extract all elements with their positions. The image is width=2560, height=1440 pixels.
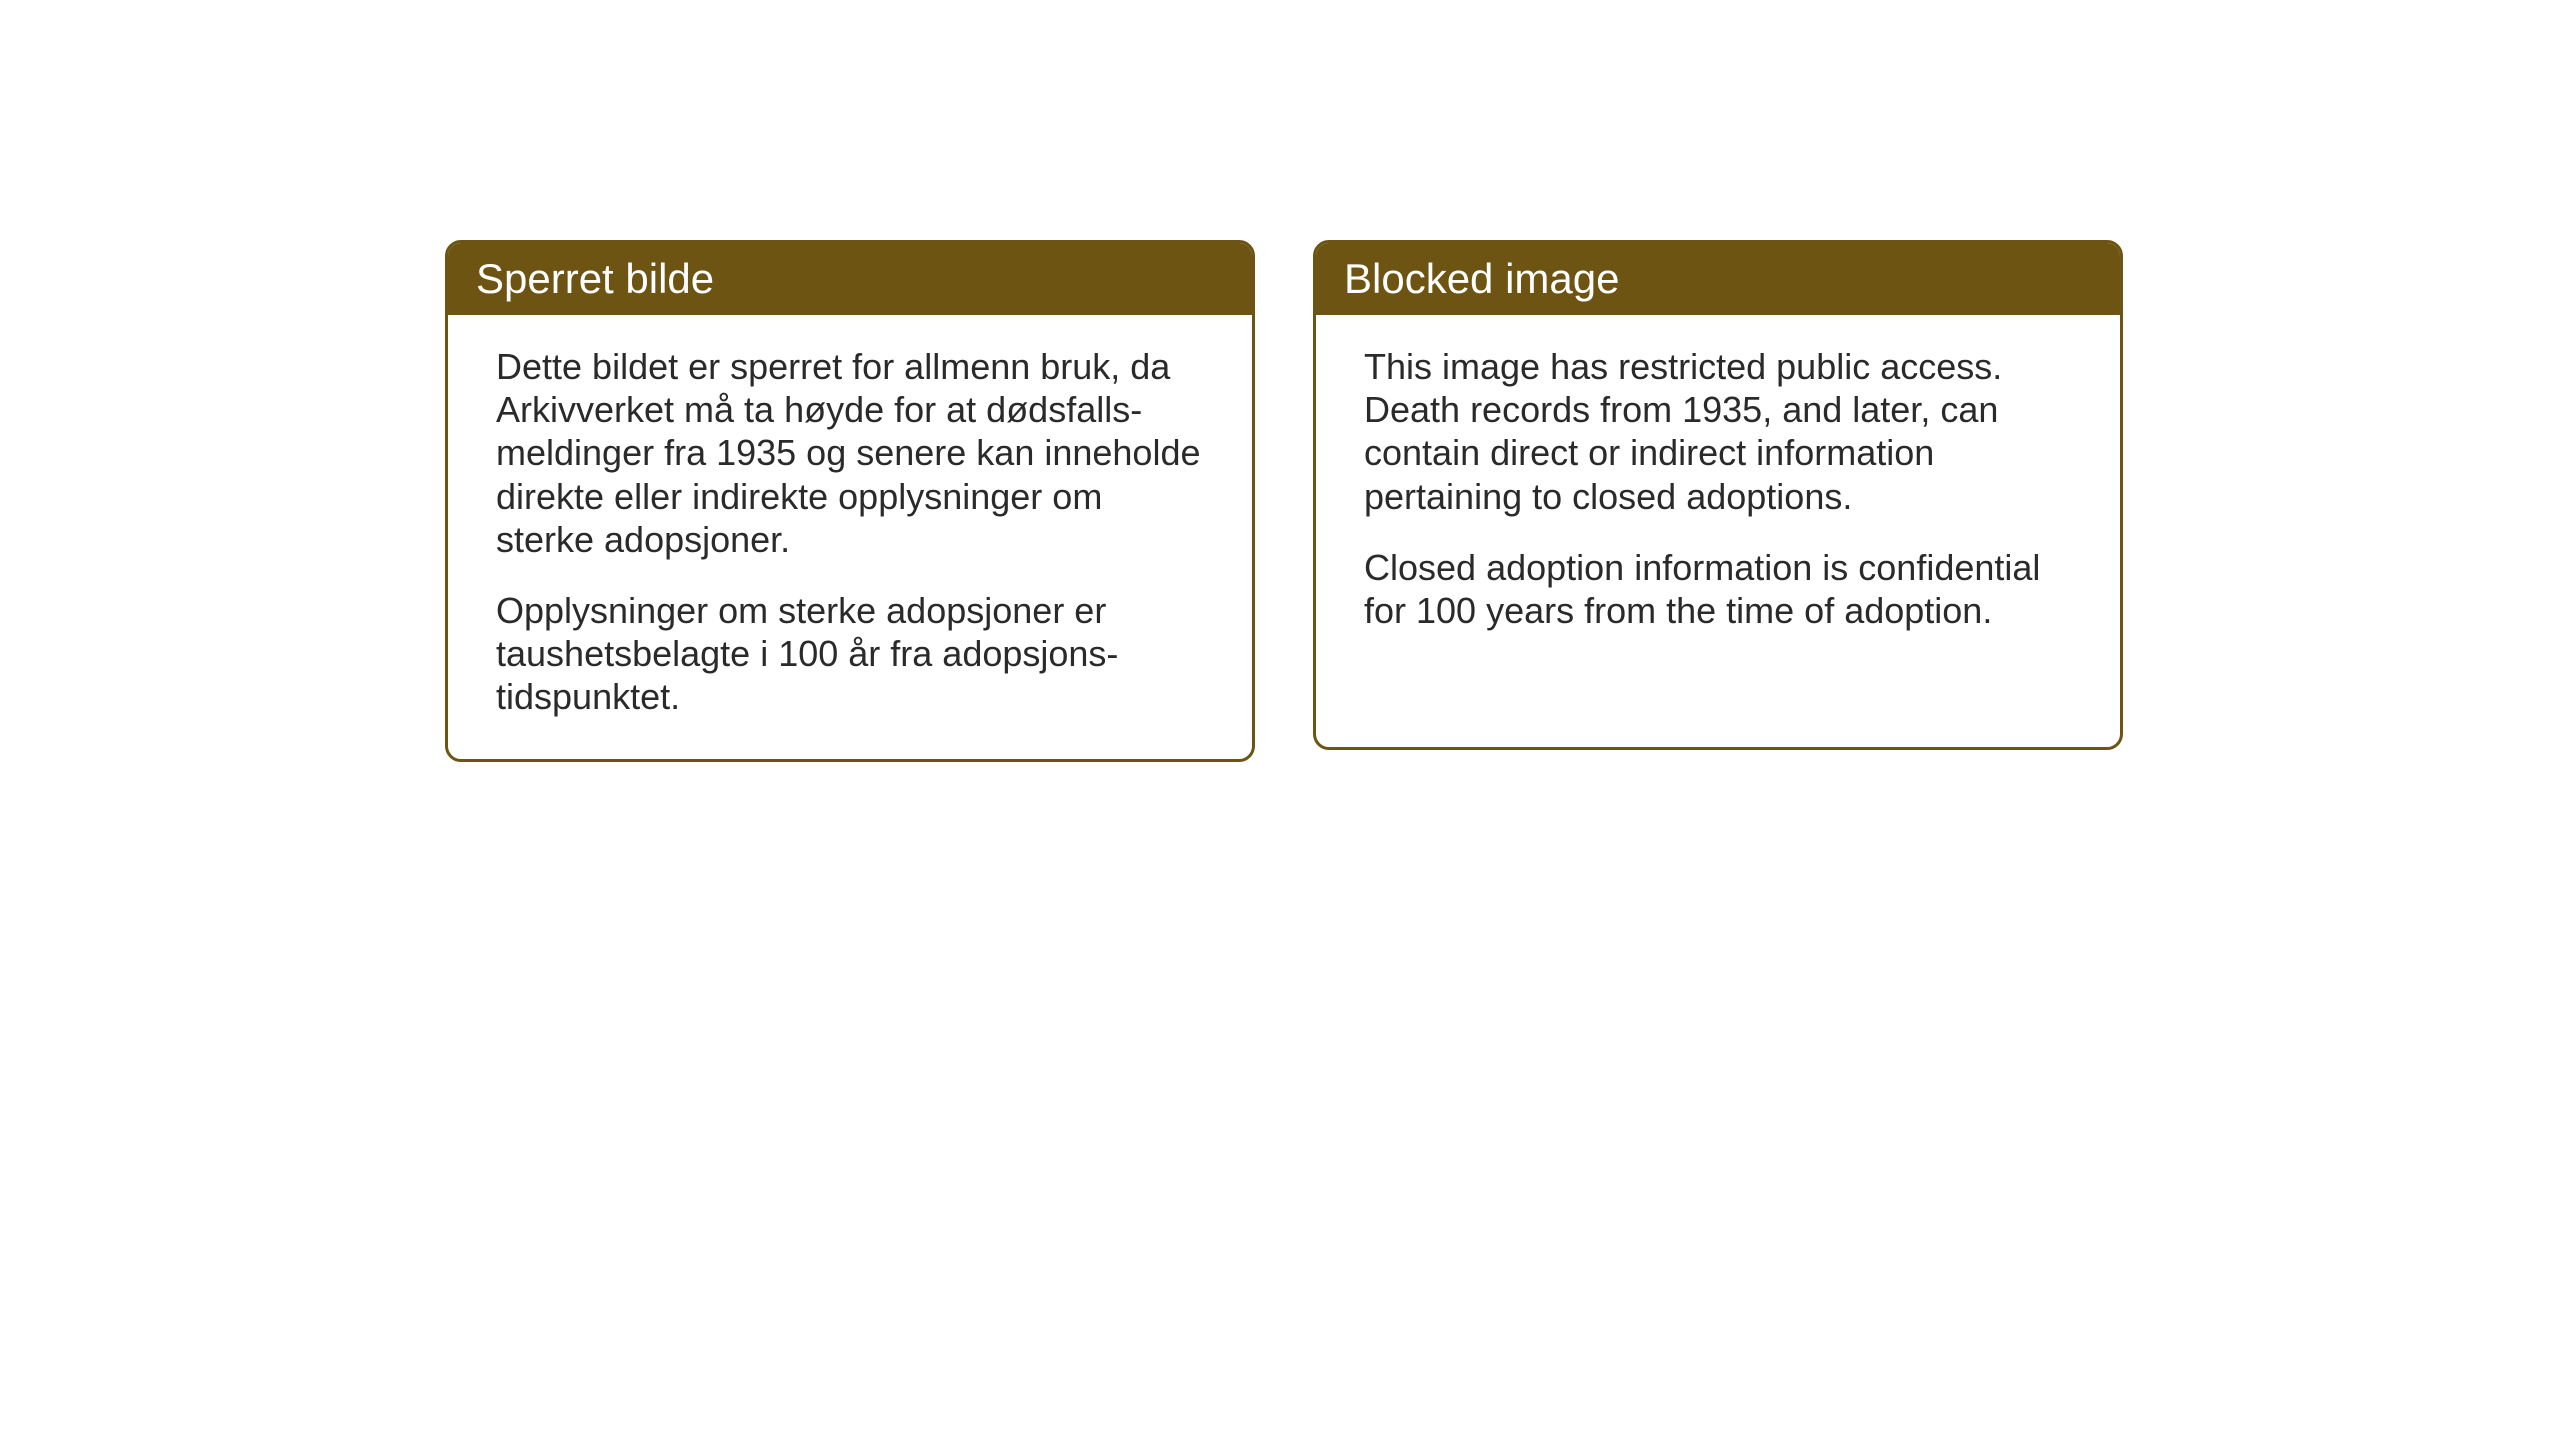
card-title-english: Blocked image <box>1344 255 1619 302</box>
card-paragraph-2-norwegian: Opplysninger om sterke adopsjoner er tau… <box>496 589 1204 719</box>
card-paragraph-1-english: This image has restricted public access.… <box>1364 345 2072 518</box>
card-header-norwegian: Sperret bilde <box>448 243 1252 315</box>
card-title-norwegian: Sperret bilde <box>476 255 714 302</box>
notice-card-english: Blocked image This image has restricted … <box>1313 240 2123 750</box>
card-body-norwegian: Dette bildet er sperret for allmenn bruk… <box>448 315 1252 759</box>
notice-container: Sperret bilde Dette bildet er sperret fo… <box>445 240 2123 762</box>
notice-card-norwegian: Sperret bilde Dette bildet er sperret fo… <box>445 240 1255 762</box>
card-paragraph-1-norwegian: Dette bildet er sperret for allmenn bruk… <box>496 345 1204 561</box>
card-header-english: Blocked image <box>1316 243 2120 315</box>
card-paragraph-2-english: Closed adoption information is confident… <box>1364 546 2072 632</box>
card-body-english: This image has restricted public access.… <box>1316 315 2120 672</box>
